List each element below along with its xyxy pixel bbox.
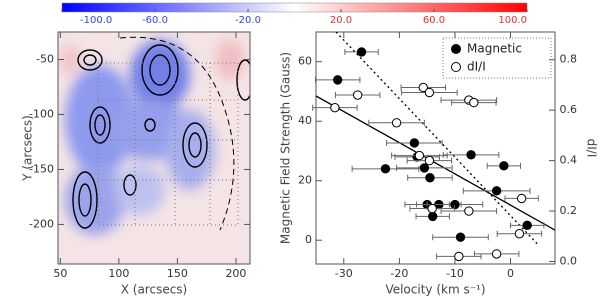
point <box>391 118 402 128</box>
y-tick-label: 60 <box>298 55 312 68</box>
y2-tick-label: 0.8 <box>560 53 578 66</box>
y2-tick-label: 0.0 <box>560 254 578 267</box>
map-image <box>58 32 250 264</box>
point <box>356 47 367 57</box>
point <box>466 150 476 160</box>
point <box>414 150 425 161</box>
y2-axis-label: dI/I <box>585 139 599 158</box>
point <box>464 206 474 216</box>
point <box>419 163 430 173</box>
legend-marker <box>451 44 461 54</box>
point <box>427 203 437 214</box>
point <box>499 161 509 171</box>
y-axis-label: Magnetic Field Strength (Gauss) <box>279 52 293 244</box>
point <box>455 232 466 242</box>
y-axis-label: Y (arcsecs) <box>21 115 35 182</box>
plot-frame <box>57 31 251 265</box>
point <box>491 186 502 196</box>
y-tick-label: -50 <box>36 52 54 65</box>
point <box>469 97 479 108</box>
legend-label: dI/I <box>467 60 486 74</box>
point <box>450 199 460 210</box>
point <box>330 102 340 113</box>
colorbar-tick-label: -20.0 <box>235 15 261 26</box>
point <box>424 155 435 166</box>
x-tick-label: 100 <box>108 267 129 280</box>
colorbar-tick-label: 100.0 <box>498 15 527 26</box>
x-axis-label: Velocity (km s⁻¹) <box>385 283 485 297</box>
point <box>380 164 391 174</box>
legend-box <box>442 37 552 79</box>
colorbar-tick-label: 60.0 <box>423 15 445 26</box>
point <box>424 87 435 98</box>
x-tick-label: -30 <box>335 267 353 280</box>
fit-line <box>335 32 539 246</box>
x-tick-label: -20 <box>390 267 408 280</box>
y2-tick-label: 0.4 <box>560 154 578 167</box>
point <box>352 90 363 100</box>
fit-line <box>316 95 555 231</box>
y-tick-label: -200 <box>29 217 54 230</box>
point <box>409 138 420 148</box>
x-tick-label: 150 <box>167 267 188 280</box>
point <box>454 251 464 262</box>
point <box>332 75 343 85</box>
legend-label: Magnetic <box>467 42 522 56</box>
y-tick-label: 40 <box>298 114 312 127</box>
point <box>491 249 502 259</box>
y-tick-label: -150 <box>29 162 54 175</box>
point <box>425 173 435 183</box>
plot-frame <box>315 31 556 265</box>
point <box>516 193 527 204</box>
x-tick-label: 0 <box>507 267 514 280</box>
x-axis-label: X (arcsecs) <box>121 283 188 297</box>
legend-marker <box>451 62 461 72</box>
y-tick-label: 0 <box>305 233 312 246</box>
point <box>514 229 525 239</box>
y-tick-label: -100 <box>29 107 54 120</box>
point <box>428 211 438 222</box>
colorbar-tick-label: -60.0 <box>142 15 168 26</box>
x-tick-label: -10 <box>446 267 464 280</box>
point <box>522 220 532 231</box>
colorbar-tick-label: 20.0 <box>330 15 352 26</box>
y2-tick-label: 0.2 <box>560 204 578 217</box>
point <box>418 82 428 93</box>
y2-tick-label: 0.6 <box>560 103 578 116</box>
x-tick-label: 50 <box>53 267 67 280</box>
colorbar <box>61 2 528 13</box>
colorbar-tick-label: -100.0 <box>80 15 112 26</box>
x-tick-label: 200 <box>225 267 246 280</box>
y-tick-label: 20 <box>298 174 312 187</box>
